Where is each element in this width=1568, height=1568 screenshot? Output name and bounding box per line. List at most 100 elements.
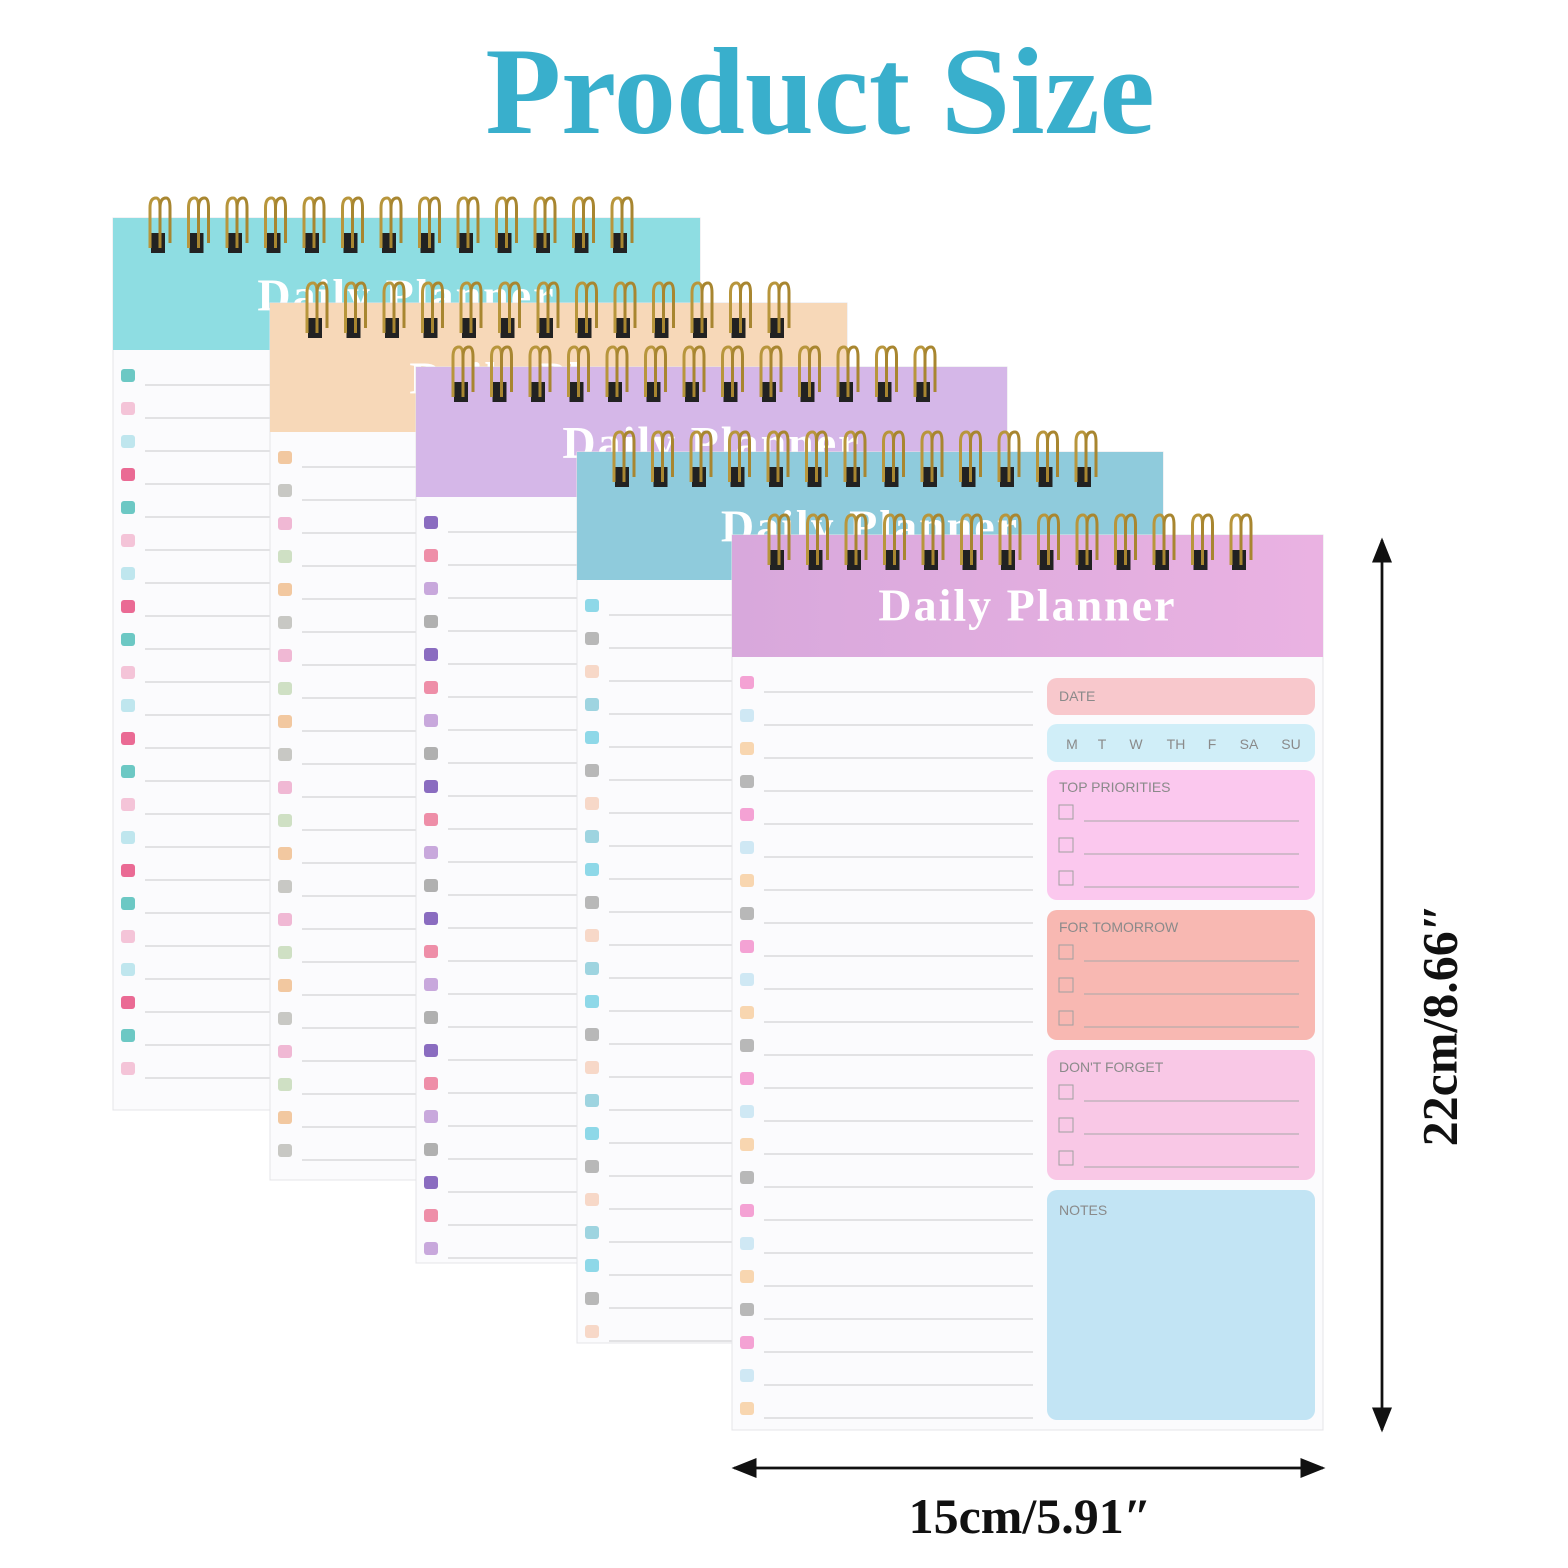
ring bbox=[431, 281, 444, 333]
ring bbox=[235, 196, 249, 248]
bullet bbox=[740, 1336, 754, 1349]
weekday: F bbox=[1208, 736, 1217, 752]
bullet bbox=[424, 1176, 438, 1189]
ring-hole bbox=[459, 233, 473, 253]
ring-hole bbox=[839, 382, 853, 402]
bullet bbox=[740, 742, 754, 755]
ring-hole bbox=[1155, 550, 1169, 570]
section-label: TOP PRIORITIES bbox=[1059, 779, 1171, 795]
bullet bbox=[424, 1011, 438, 1024]
bullet bbox=[585, 632, 599, 645]
ring bbox=[1008, 513, 1022, 565]
ring-hole bbox=[1232, 550, 1246, 570]
height-label: 22cm/8.66″ bbox=[1411, 904, 1467, 1147]
ring-hole bbox=[692, 467, 706, 487]
ring bbox=[461, 345, 475, 397]
ring bbox=[930, 430, 944, 482]
date-box bbox=[1047, 678, 1315, 715]
bullet bbox=[121, 468, 135, 481]
ring bbox=[738, 430, 751, 482]
bullet bbox=[585, 698, 599, 711]
ring bbox=[1124, 513, 1137, 565]
bullet bbox=[424, 813, 438, 826]
ring bbox=[197, 196, 210, 248]
planner-header bbox=[732, 535, 1323, 657]
bullet bbox=[278, 946, 292, 959]
bullet bbox=[121, 798, 135, 811]
bullet bbox=[585, 863, 599, 876]
ring-hole bbox=[877, 382, 892, 402]
ring bbox=[1239, 513, 1253, 565]
section-box bbox=[1047, 1050, 1315, 1180]
bullet bbox=[278, 517, 292, 530]
bullet bbox=[740, 1039, 754, 1052]
page-title: Product Size bbox=[485, 23, 1154, 160]
checkbox bbox=[1058, 1117, 1074, 1133]
ring-hole bbox=[685, 382, 699, 402]
ring bbox=[923, 345, 937, 397]
ring bbox=[428, 196, 441, 248]
bullet bbox=[278, 1045, 292, 1058]
ring-hole bbox=[924, 550, 938, 570]
ring-hole bbox=[539, 318, 553, 338]
bullet bbox=[121, 600, 135, 613]
ring bbox=[546, 281, 560, 333]
width-label: 15cm/5.91″ bbox=[909, 1488, 1152, 1544]
ring bbox=[969, 430, 982, 482]
section-label: DON'T FORGET bbox=[1059, 1059, 1164, 1075]
ring-hole bbox=[884, 467, 899, 487]
ring bbox=[769, 345, 783, 397]
bullet bbox=[121, 501, 135, 514]
ring-hole bbox=[800, 382, 815, 402]
ring-hole bbox=[189, 233, 204, 253]
ring bbox=[615, 345, 629, 397]
ring-hole bbox=[807, 467, 822, 487]
bullet bbox=[585, 1061, 599, 1074]
ring-hole bbox=[885, 550, 900, 570]
notes-label: NOTES bbox=[1059, 1202, 1107, 1218]
section-box bbox=[1047, 770, 1315, 900]
ring bbox=[622, 430, 636, 482]
bullet bbox=[278, 649, 292, 662]
bullet bbox=[585, 731, 599, 744]
bullet bbox=[740, 1270, 754, 1283]
ring-hole bbox=[653, 467, 668, 487]
bullet bbox=[740, 1303, 754, 1316]
bullet bbox=[424, 945, 438, 958]
bullet bbox=[121, 567, 135, 580]
ring-hole bbox=[497, 233, 512, 253]
checkbox bbox=[1058, 944, 1074, 960]
bullet bbox=[585, 1193, 599, 1206]
ring bbox=[582, 196, 595, 248]
ring bbox=[469, 281, 483, 333]
bullet bbox=[278, 1111, 292, 1124]
bullet bbox=[585, 830, 599, 843]
ring bbox=[892, 430, 905, 482]
ring-hole bbox=[1077, 467, 1091, 487]
bullet bbox=[585, 929, 599, 942]
ring bbox=[661, 430, 674, 482]
bullet bbox=[424, 681, 438, 694]
bullet bbox=[424, 714, 438, 727]
bullet bbox=[278, 616, 292, 629]
bullet bbox=[585, 1028, 599, 1041]
bullet bbox=[740, 775, 754, 788]
ring-hole bbox=[646, 382, 661, 402]
ring bbox=[731, 345, 744, 397]
bullet bbox=[121, 897, 135, 910]
ring-hole bbox=[762, 382, 776, 402]
bullet bbox=[585, 1325, 599, 1338]
bullet bbox=[121, 633, 135, 646]
ring bbox=[654, 345, 667, 397]
bullet bbox=[424, 549, 438, 562]
bullet bbox=[278, 847, 292, 860]
ring-hole bbox=[500, 318, 515, 338]
weekday: W bbox=[1129, 736, 1143, 752]
bullet bbox=[424, 1209, 438, 1222]
ring-hole bbox=[343, 233, 358, 253]
bullet bbox=[585, 896, 599, 909]
ring-hole bbox=[961, 467, 976, 487]
ring-hole bbox=[847, 550, 861, 570]
ring bbox=[1085, 513, 1099, 565]
